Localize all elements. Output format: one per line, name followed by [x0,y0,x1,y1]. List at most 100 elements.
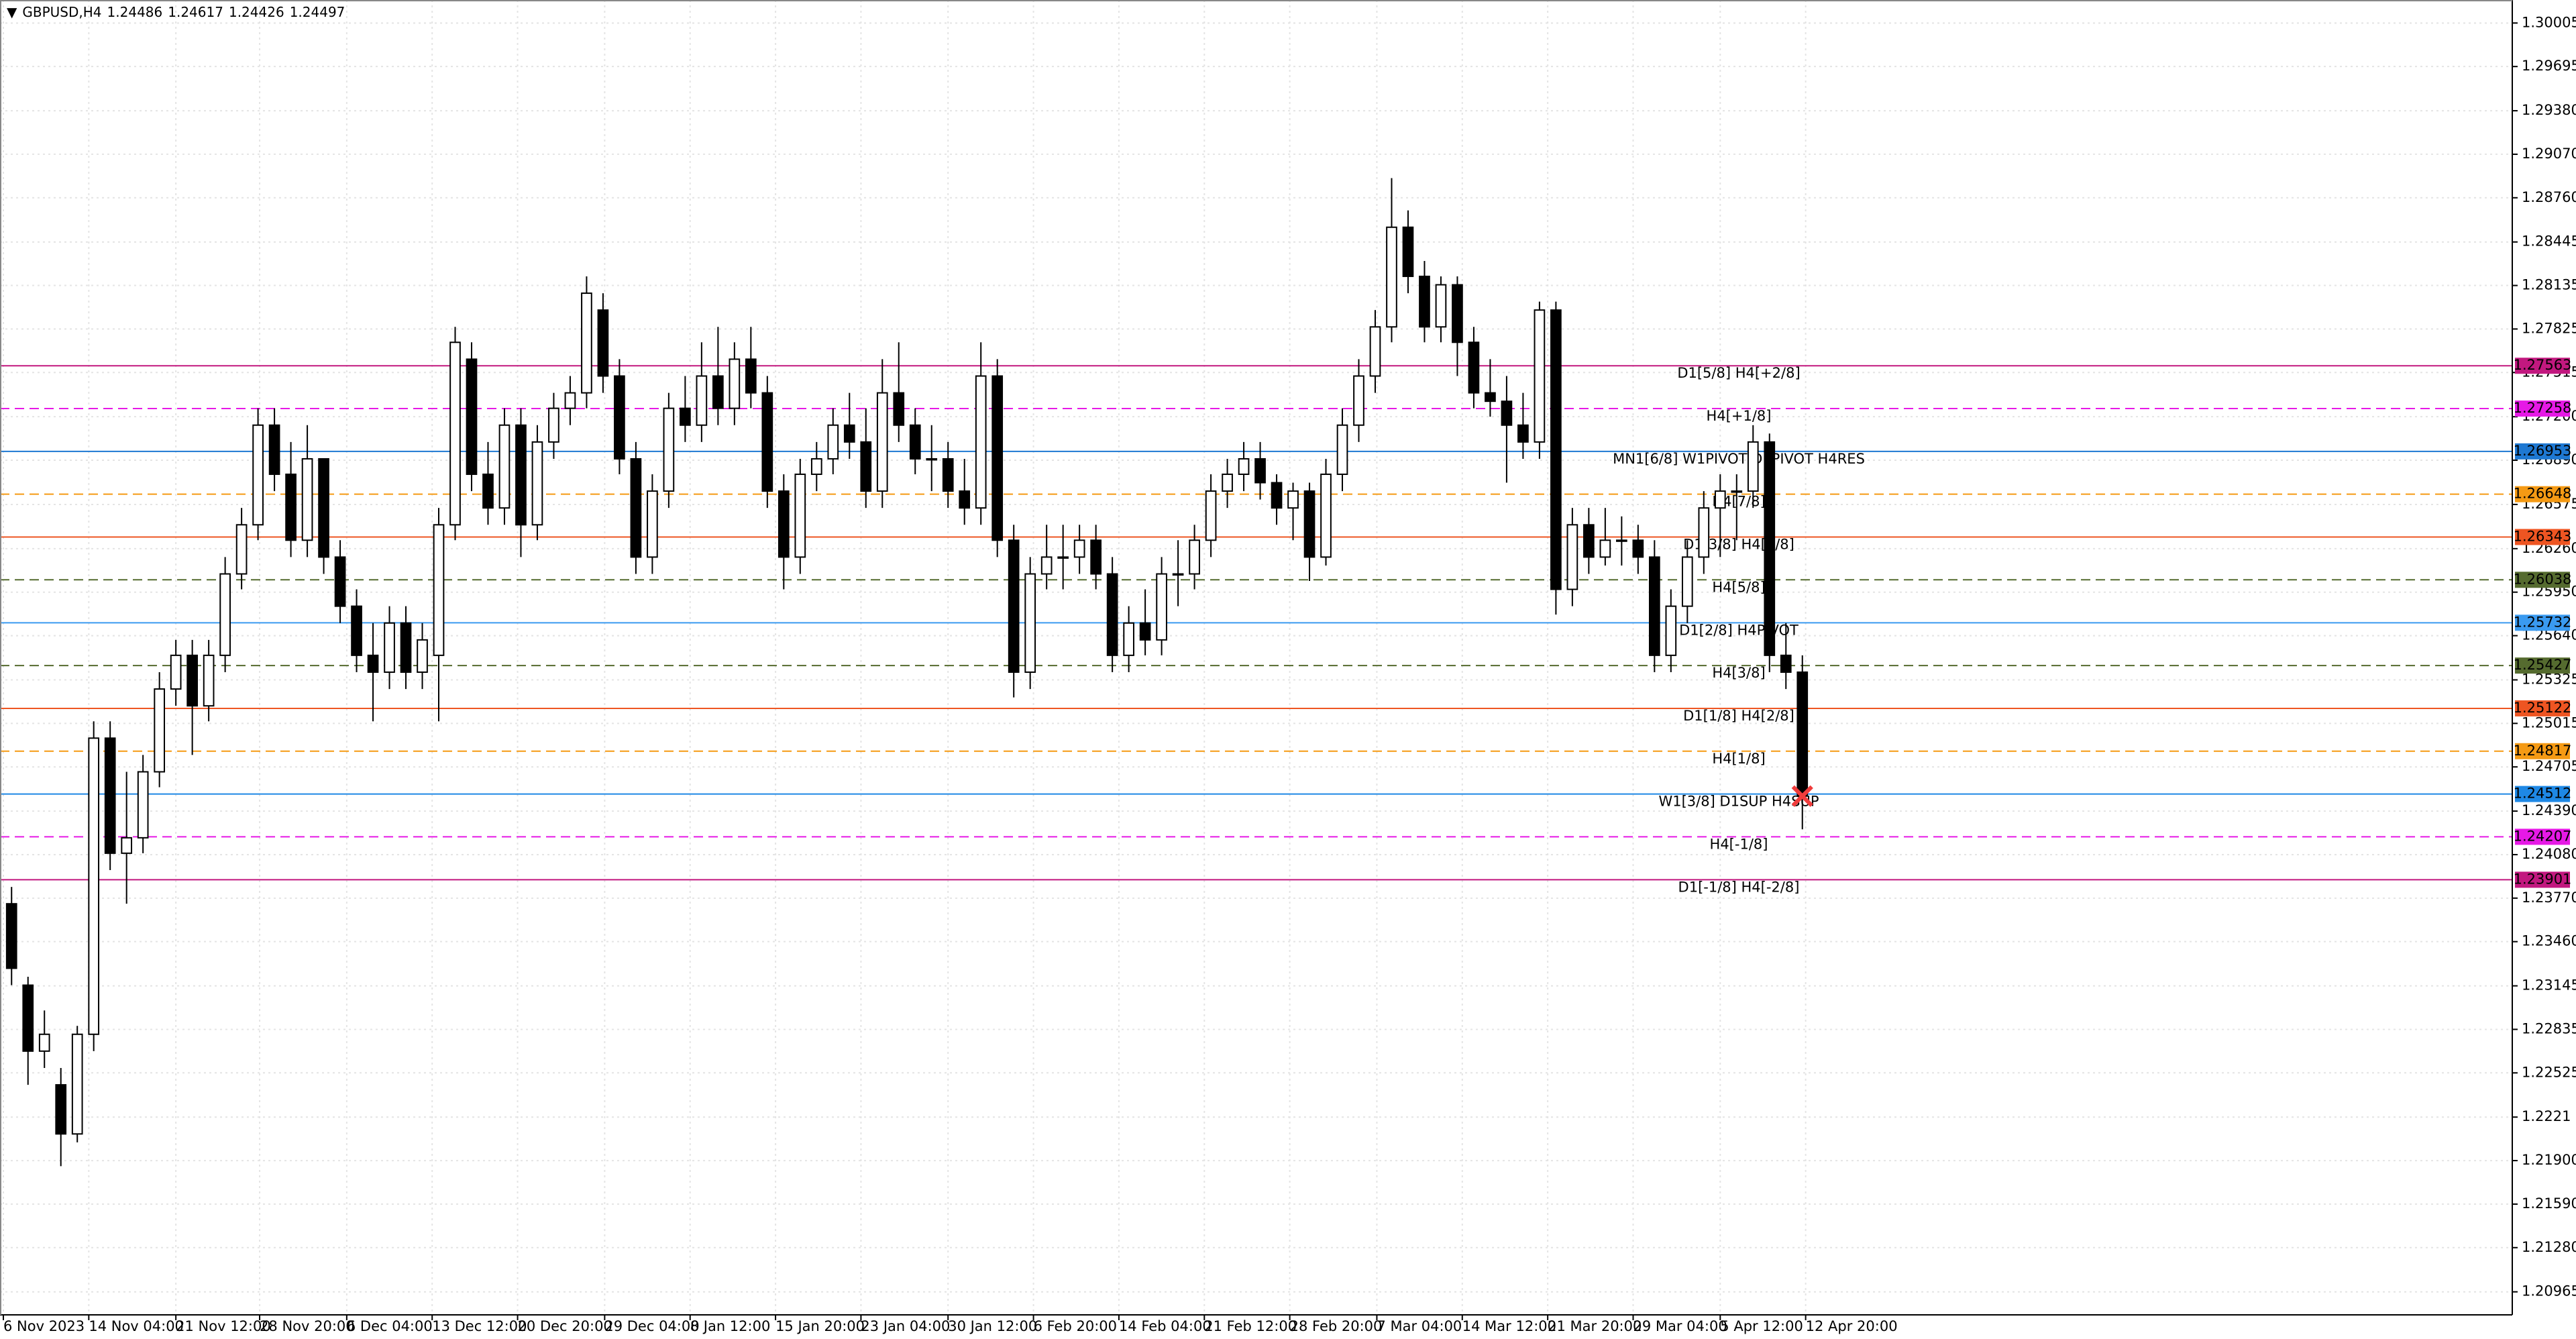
candle-body [1287,490,1299,509]
price-tag [2515,529,2570,545]
y-tick-label: 1.2221 [2522,1108,2571,1124]
price-tag-label: 1.24207 [2514,828,2572,844]
candle-body [367,654,379,673]
candle-body [1271,482,1283,509]
candle-body [1550,309,1562,590]
candle-body [827,424,839,460]
candle-body [1369,326,1381,377]
candle-body [1139,622,1151,641]
candle-body [1501,400,1513,426]
candle-body [235,524,248,575]
chart-header: ▼ GBPUSD,H4 1.24486 1.24617 1.24426 1.24497 [7,4,350,20]
candle-body [1336,424,1348,475]
menu-arrow[interactable]: ▼ [7,4,17,20]
candle-body [137,771,149,839]
candle-body [285,473,297,541]
candle-body [1435,284,1447,328]
price-tag [2515,786,2570,802]
trade-marker [1791,785,1813,807]
candle-body [301,458,313,541]
candle-body [1172,573,1184,576]
candle-body [1485,392,1496,403]
price-tag-label: 1.24817 [2514,743,2572,759]
y-tick-label: 1.24390 [2522,802,2576,818]
candle-body [959,490,971,509]
x-tick-label: 15 Jan 20:00 [775,1318,865,1334]
candle-body [1452,284,1463,343]
price-tag-label: 1.27258 [2514,400,2572,416]
candle-body [1599,539,1611,558]
price-tag [2515,828,2570,845]
level-label: D1[-1/8] H4[-2/8] [1678,879,1800,895]
x-tick-label: 23 Jan 04:00 [861,1318,950,1334]
candle-body [1632,539,1644,558]
candle-body [252,424,264,526]
x-tick-label: 29 Dec 04:00 [604,1318,699,1334]
x-tick-label: 21 Feb 12:00 [1204,1318,1297,1334]
quote: 1.24486 [107,4,163,20]
candle-body [449,341,461,526]
x-tick-label: 30 Jan 12:00 [948,1318,1037,1334]
y-tick-label: 1.28445 [2522,233,2576,250]
candle-body [1731,490,1743,493]
candle-body [498,424,511,509]
y-tick-label: 1.20965 [2522,1283,2576,1299]
candle-body [729,358,741,409]
candle-body [1205,490,1217,541]
candle-body [71,1033,83,1135]
y-tick-label: 1.27825 [2522,320,2576,336]
y-tick-label: 1.29695 [2522,58,2576,74]
candle-body [991,375,1004,541]
level-label: H4[1/8] [1712,751,1765,767]
price-tag [2515,871,2570,888]
price-tag-label: 1.23901 [2514,871,2572,887]
candle-body [810,458,822,475]
candle-body [22,984,34,1052]
price-tag [2515,657,2570,674]
level-label: H4[-1/8] [1710,836,1768,852]
x-tick-label: 29 Mar 04:00 [1633,1318,1727,1334]
candle-body [1303,490,1316,558]
price-tag-label: 1.27563 [2514,357,2572,373]
x-tick-label: 28 Nov 20:00 [260,1318,355,1334]
price-tag-label: 1.26038 [2514,571,2572,587]
y-tick-label: 1.29380 [2522,102,2576,118]
candle-body [1796,671,1809,797]
candle-body [680,407,691,426]
candle-body [1517,424,1529,443]
candle-body [581,292,592,394]
level-label: D1[1/8] H4[2/8] [1683,708,1794,724]
x-tick-label: 6 Dec 04:00 [347,1318,433,1334]
candle-body [334,556,346,607]
candle-body [1648,556,1660,656]
price-tag [2515,358,2570,374]
x-tick-label: 12 Apr 20:00 [1806,1318,1898,1334]
candle-body [531,441,543,526]
candle-body [663,407,675,492]
candle-body [1583,524,1595,558]
candle-body [745,358,757,394]
level-label: D1[5/8] H4[+2/8] [1677,365,1800,381]
level-label: H4[3/8] [1712,665,1765,681]
candle-body [564,392,576,409]
y-tick-label: 1.21280 [2522,1239,2576,1255]
price-tag [2515,743,2570,759]
candle-body [1402,226,1414,277]
candle-body [466,358,478,475]
candle-body [515,424,527,526]
y-tick-label: 1.29070 [2522,146,2576,162]
price-tag-label: 1.25732 [2514,614,2572,630]
candle-body [712,375,724,409]
price-tag [2515,486,2570,502]
y-tick-label: 1.23145 [2522,977,2576,994]
candle-body [1320,473,1332,558]
candle-body [121,837,133,854]
y-tick-label: 1.24080 [2522,846,2576,862]
candle-body [876,392,888,492]
y-tick-label: 1.22525 [2522,1064,2576,1080]
price-tag-label: 1.26953 [2514,443,2572,459]
candle-body [597,309,609,377]
candle-body [318,458,329,558]
level-label: W1[3/8] D1SUP H4SUP [1658,794,1819,810]
